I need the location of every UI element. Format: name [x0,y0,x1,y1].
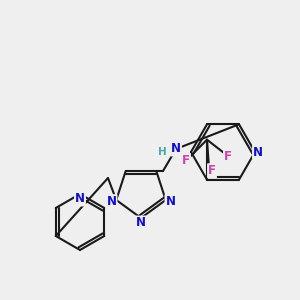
Text: N: N [171,142,181,155]
Text: N: N [106,195,116,208]
Text: F: F [224,150,232,163]
Text: N: N [253,146,263,158]
Text: N: N [166,195,176,208]
Text: N: N [136,217,146,230]
Text: F: F [208,164,216,177]
Text: F: F [182,154,190,167]
Text: N: N [75,193,85,206]
Text: H: H [158,147,166,157]
